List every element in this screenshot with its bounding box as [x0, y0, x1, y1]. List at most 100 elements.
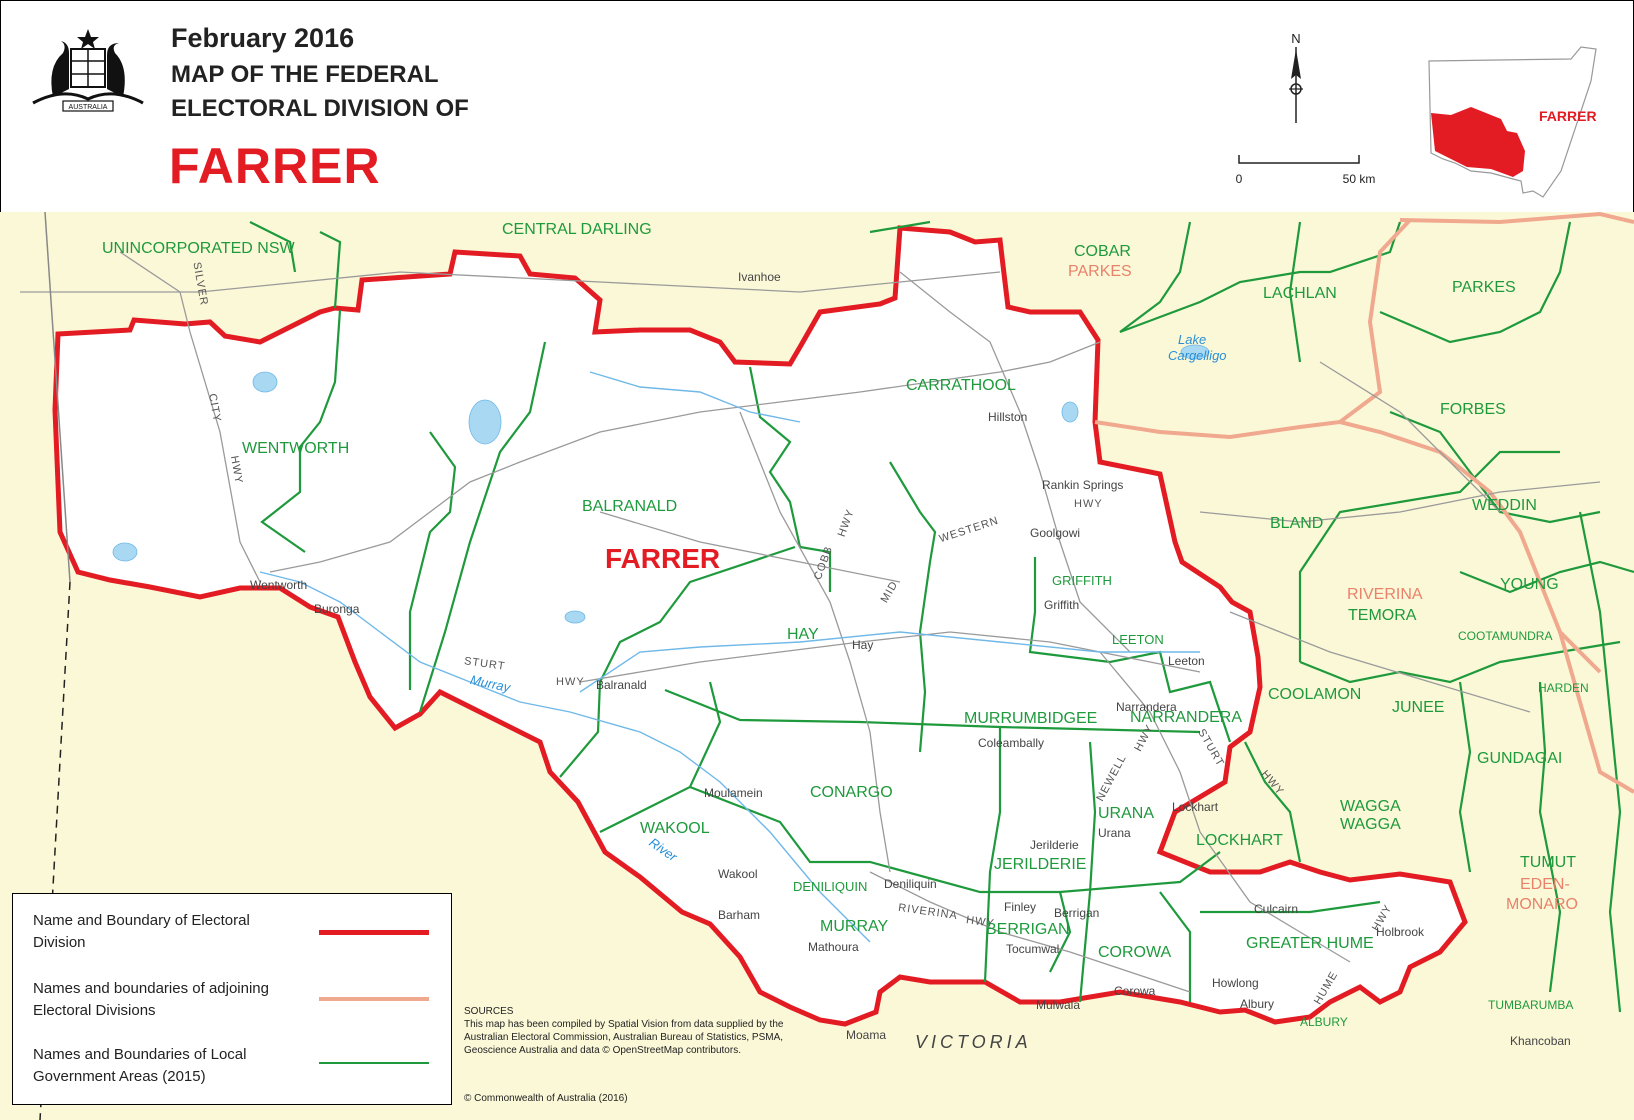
water-label: Cargelligo — [1168, 348, 1227, 363]
legend-label-adjoining: Names and boundaries of adjoining Electo… — [33, 980, 269, 1019]
town-label: Balranald — [596, 678, 647, 692]
lga-label: WAGGA — [1340, 798, 1401, 815]
adjoining-division-label: EDEN- — [1520, 876, 1570, 893]
copyright-notice: © Commonwealth of Australia (2016) — [464, 1093, 628, 1104]
lga-label: WEDDIN — [1472, 497, 1537, 514]
town-label: Finley — [1004, 900, 1037, 914]
crest-motto: AUSTRALIA — [69, 104, 108, 111]
lga-label: COROWA — [1098, 944, 1172, 961]
legend-label-division: Name and Boundary of Electoral Division — [33, 912, 250, 951]
road-network — [20, 251, 1601, 993]
town-label: Khancoban — [1510, 1034, 1571, 1048]
scale-end-label: 50 km — [1343, 172, 1376, 186]
lga-boundaries — [249, 220, 1634, 1013]
lga-label: UNINCORPORATED NSW — [102, 240, 295, 257]
inset-label: FARRER — [1539, 108, 1597, 124]
town-label: Culcairn — [1254, 902, 1299, 916]
legend-swatch-lga — [319, 1062, 429, 1064]
rivers — [259, 371, 1200, 943]
division-map-label: FARRER — [605, 543, 721, 574]
road-label: HWY — [556, 676, 585, 688]
lga-label: PARKES — [1452, 279, 1516, 296]
lga-label: WENTWORTH — [242, 440, 350, 457]
town-label: Hillston — [988, 410, 1028, 424]
division-title: FARRER — [169, 138, 381, 194]
north-arrow-icon: N — [1289, 31, 1303, 123]
map-header: AUSTRALIA February 2016 MAP OF THE FEDER… — [0, 0, 1634, 214]
town-label: Moulamein — [704, 786, 763, 800]
town-label: Urana — [1098, 826, 1131, 840]
adjoining-division-label: MONARO — [1506, 896, 1578, 913]
lga-label: DENILIQUIN — [793, 879, 868, 894]
lga-label: HARDEN — [1538, 681, 1589, 695]
town-label: Corowa — [1114, 984, 1156, 998]
lga-label: NARRANDERA — [1130, 709, 1243, 726]
lga-label: HAY — [787, 626, 819, 643]
lga-label: BALRANALD — [582, 498, 678, 515]
map-date: February 2016 — [171, 23, 355, 53]
adjoining-boundaries — [1094, 212, 1634, 794]
road-label: HWY — [1074, 498, 1103, 510]
town-label: Buronga — [314, 602, 360, 616]
lakes — [112, 344, 1210, 624]
town-label: Rankin Springs — [1042, 478, 1124, 492]
lga-label: TUMUT — [1520, 854, 1576, 871]
lga-label: YOUNG — [1500, 576, 1559, 593]
lga-label: CONARGO — [810, 784, 893, 801]
town-label: Wentworth — [250, 578, 308, 592]
lga-label: COOTAMUNDRA — [1458, 629, 1553, 643]
town-label: Goolgowi — [1030, 526, 1081, 540]
lga-label: ALBURY — [1300, 1015, 1348, 1029]
scale-start-label: 0 — [1236, 172, 1243, 186]
town-label: Mulwala — [1036, 998, 1081, 1012]
map-subtitle-line1: MAP OF THE FEDERAL — [171, 61, 439, 88]
town-label: Howlong — [1212, 976, 1259, 990]
lga-label: MURRUMBIDGEE — [964, 710, 1098, 727]
lga-label: JUNEE — [1392, 699, 1445, 716]
lga-label: GUNDAGAI — [1477, 750, 1563, 767]
lga-label: JERILDERIE — [994, 856, 1087, 873]
coat-of-arms-icon: AUSTRALIA — [32, 29, 144, 112]
lga-label: WAGGA — [1340, 816, 1401, 833]
town-label: Coleambally — [978, 736, 1045, 750]
lga-label: GREATER HUME — [1246, 935, 1374, 952]
lga-label: MURRAY — [820, 918, 889, 935]
town-label: Griffith — [1044, 598, 1080, 612]
town-label: Mathoura — [808, 940, 859, 954]
lga-label: LACHLAN — [1263, 285, 1337, 302]
lga-label: COBAR — [1074, 243, 1131, 260]
lga-label: WAKOOL — [640, 820, 710, 837]
town-label: Berrigan — [1054, 906, 1100, 920]
adjoining-division-label: RIVERINA — [1347, 586, 1423, 603]
town-label: Deniliquin — [884, 877, 937, 891]
lga-label: LOCKHART — [1196, 832, 1283, 849]
town-label: Albury — [1240, 997, 1275, 1011]
sources-heading: SOURCES — [464, 1006, 514, 1017]
adjoining-division-label: PARKES — [1068, 263, 1132, 280]
scale-bar: 0 50 km — [1236, 155, 1376, 186]
lga-label: TUMBARUMBA — [1488, 998, 1574, 1012]
lga-label: FORBES — [1440, 401, 1506, 418]
map-sources: SOURCES This map has been compiled by Sp… — [464, 1005, 784, 1057]
town-label: Tocumwal — [1006, 942, 1060, 956]
town-label: Holbrook — [1376, 925, 1425, 939]
town-label: Moama — [846, 1028, 887, 1042]
legend-swatch-division — [319, 930, 429, 935]
town-label: Leeton — [1168, 654, 1205, 668]
lga-label: GRIFFITH — [1052, 573, 1112, 588]
nsw-locator-inset: FARRER — [1428, 46, 1597, 198]
town-label: Wakool — [718, 867, 758, 881]
map-subtitle-line2: ELECTORAL DIVISION OF — [171, 95, 469, 122]
farrer-division-area — [52, 225, 1468, 1027]
legend-swatch-adjoining — [319, 997, 429, 1001]
water-label: Lake — [1178, 332, 1207, 347]
town-label: Barham — [718, 908, 761, 922]
town-label: Lockhart — [1172, 800, 1219, 814]
lga-label: COOLAMON — [1268, 686, 1362, 703]
map-legend: Name and Boundary of Electoral Division … — [12, 893, 452, 1105]
lga-label: CENTRAL DARLING — [502, 221, 652, 238]
town-label: Narrandera — [1116, 700, 1177, 714]
sources-text: This map has been compiled by Spatial Vi… — [464, 1019, 784, 1056]
town-label: Ivanhoe — [738, 270, 781, 284]
lga-label: TEMORA — [1348, 607, 1417, 624]
